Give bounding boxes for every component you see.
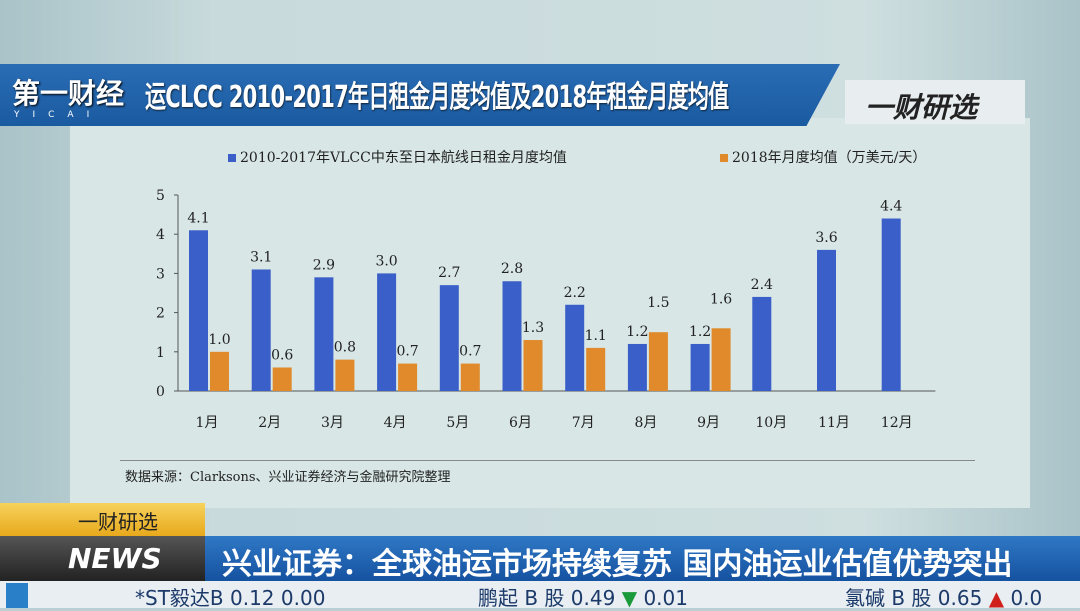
data-label: 2.9: [313, 257, 335, 273]
data-label: 2.8: [501, 261, 523, 277]
ticker-item: 鹏起 B 股 0.49 ▼ 0.01: [478, 586, 688, 610]
x-tick-label: 5月: [446, 415, 469, 431]
bar-series-2: [523, 340, 543, 391]
bar-series-1: [690, 343, 710, 391]
bar-series-2: [210, 351, 229, 391]
y-tick-label: 5: [156, 188, 165, 204]
y-tick-label: 2: [156, 306, 165, 322]
bar-series-1: [314, 277, 334, 391]
ticker-item: 氯碱 B 股 0.65 ▲ 0.0: [845, 586, 1043, 610]
data-label: 3.0: [375, 253, 397, 269]
channel-logo-sub: YICAI: [14, 110, 103, 120]
data-label: 4.1: [187, 210, 209, 226]
news-logo: NEWS: [0, 536, 205, 581]
headline: 兴业证券：全球油运市场持续复苏 国内油运业估值优势突出: [222, 547, 1013, 582]
chart-title: 运CLCC 2010-2017年日租金月度均值及2018年租金月度均值: [145, 80, 729, 115]
data-label: 1.6: [710, 291, 732, 307]
data-label: 2.7: [438, 265, 460, 281]
data-label: 0.7: [459, 344, 481, 360]
channel-logo: 第一财经: [12, 77, 125, 110]
section-tag-text: 一财研选: [78, 510, 158, 534]
x-tick-label: 9月: [697, 415, 720, 431]
program-logo: 一财研选: [845, 80, 1025, 124]
data-label: 0.6: [271, 347, 293, 363]
data-label: 4.4: [880, 199, 902, 215]
data-label: 3.1: [250, 249, 272, 265]
legend-item-series-2: 2018年月度均值（万美元/天）: [720, 147, 970, 167]
x-tick-label: 10月: [755, 415, 787, 431]
data-label: 0.7: [396, 344, 418, 360]
data-label: 1.2: [626, 324, 648, 340]
bar-series-2: [460, 363, 480, 391]
x-tick-label: 3月: [321, 415, 344, 431]
legend-label: 2018年月度均值（万美元/天）: [732, 150, 927, 166]
bar-series-1: [817, 249, 836, 391]
bar-series-1: [627, 343, 647, 391]
y-tick-label: 4: [156, 227, 165, 243]
x-tick-label: 12月: [881, 415, 913, 431]
x-tick-label: 1月: [196, 415, 219, 431]
x-tick-label: 4月: [384, 415, 407, 431]
bar-series-1: [565, 304, 585, 391]
bar-series-1: [439, 285, 459, 391]
x-tick-label: 8月: [634, 415, 657, 431]
data-label: 1.3: [522, 320, 544, 336]
data-label: 2.4: [751, 277, 773, 293]
y-tick-label: 3: [156, 266, 165, 282]
x-tick-label: 6月: [509, 415, 532, 431]
ticker-item: *ST毅达B 0.12 0.00: [135, 586, 326, 610]
bar-series-1: [189, 230, 208, 391]
title-banner: [0, 64, 840, 126]
data-label: 2.2: [564, 285, 586, 301]
y-tick-label: 1: [156, 345, 165, 361]
legend-item-series-1: 2010-2017年VLCC中东至日本航线日租金月度均值: [228, 147, 567, 167]
bar-series-2: [272, 367, 292, 391]
divider: [120, 460, 975, 461]
section-tag: 一财研选: [0, 503, 205, 536]
x-tick-label: 2月: [258, 415, 281, 431]
stock-ticker: [0, 581, 1080, 608]
source-note: 数据来源：Clarksons、兴业证券经济与金融研究院整理: [125, 470, 451, 485]
data-label: 1.5: [647, 295, 669, 311]
bar-series-1: [251, 269, 271, 391]
news-logo-text: NEWS: [68, 542, 162, 575]
legend-swatch: [228, 154, 236, 162]
bar-series-1: [752, 296, 772, 391]
y-tick-label: 0: [156, 384, 165, 400]
ticker-logo: [6, 583, 28, 608]
data-label: 1.1: [585, 328, 607, 344]
bar-series-1: [881, 218, 901, 391]
up-arrow-icon: ▲: [988, 586, 1005, 610]
data-label: 1.0: [208, 332, 230, 348]
bar-series-2: [335, 359, 355, 391]
bar-series-1: [502, 281, 522, 391]
data-label: 0.8: [334, 340, 356, 356]
bar-series-1: [377, 273, 397, 391]
bar-series-2: [711, 328, 731, 391]
bar-series-2: [398, 363, 418, 391]
data-label: 1.2: [689, 324, 711, 340]
bar-series-2: [586, 347, 606, 391]
program-logo-text: 一财研选: [865, 91, 978, 124]
x-tick-label: 11月: [818, 415, 850, 431]
data-label: 3.6: [815, 230, 837, 246]
chart-paper: [70, 118, 1030, 508]
bar-series-2: [648, 332, 668, 391]
down-arrow-icon: ▼: [621, 586, 638, 610]
x-tick-label: 7月: [572, 415, 595, 431]
legend-swatch: [720, 154, 728, 162]
legend-label: 2010-2017年VLCC中东至日本航线日租金月度均值: [240, 150, 567, 166]
